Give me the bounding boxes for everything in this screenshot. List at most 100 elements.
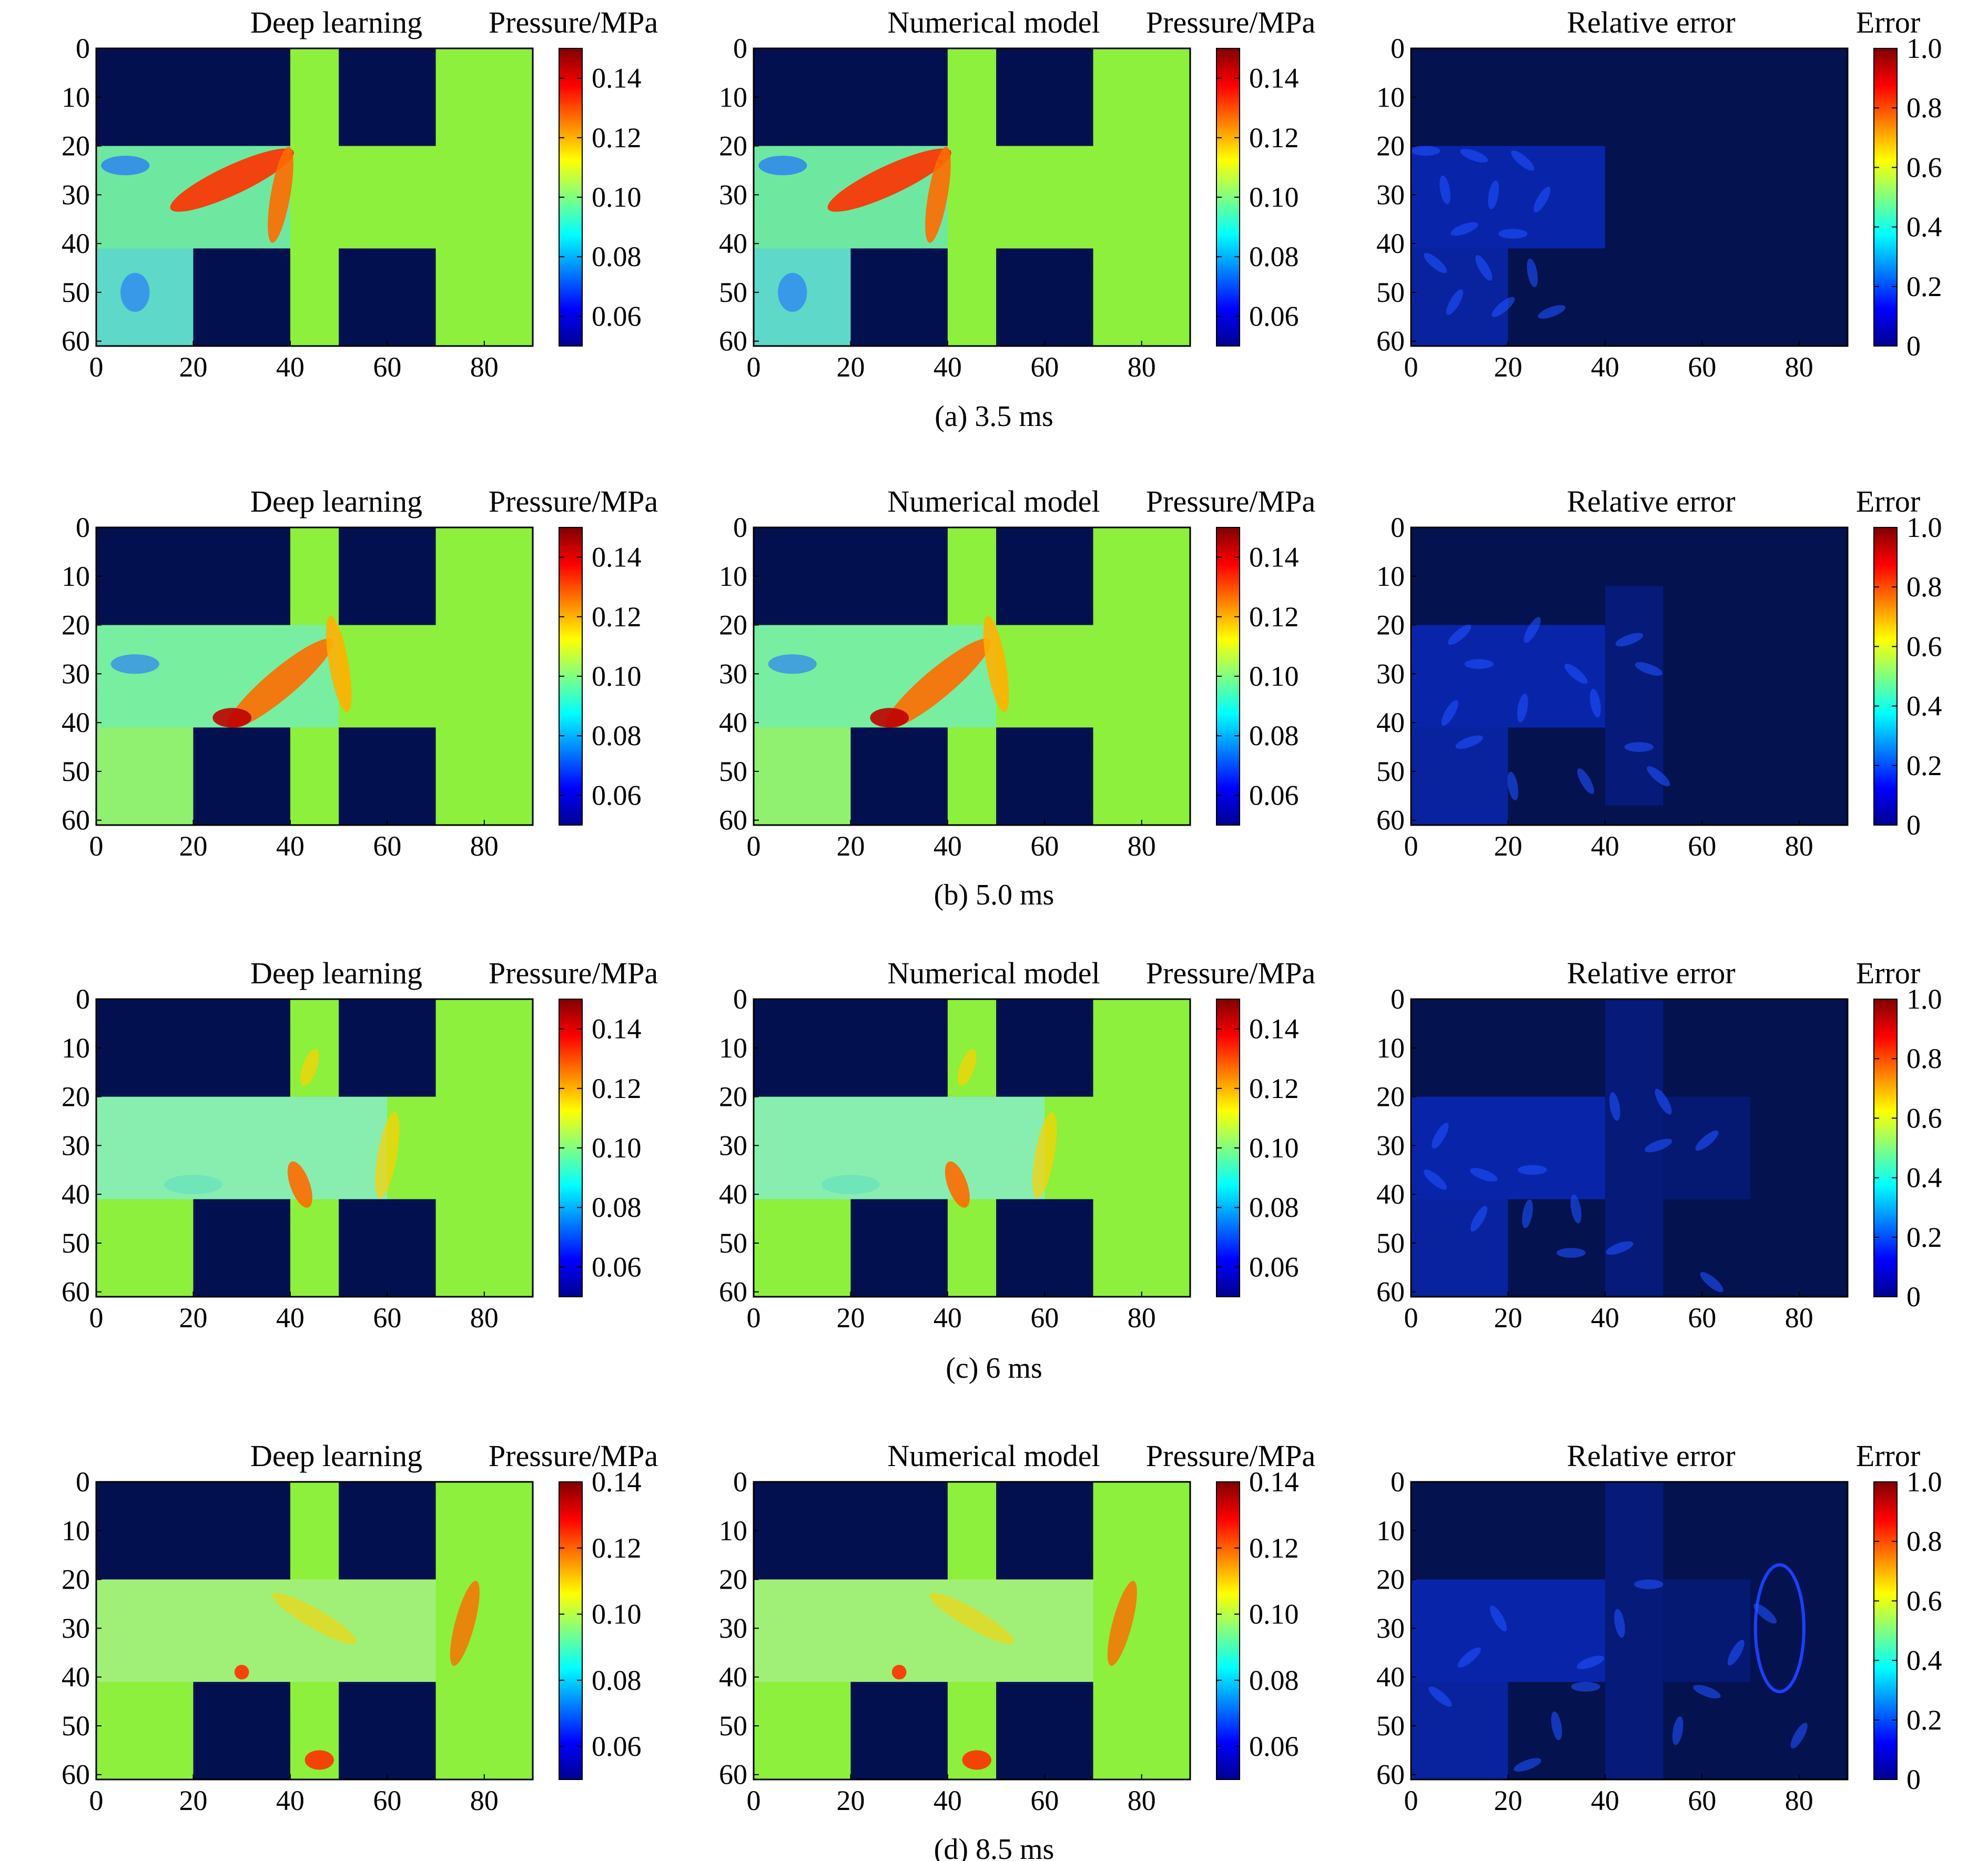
y-tick-label: 40 xyxy=(1376,228,1405,259)
low-pressure xyxy=(778,272,807,312)
y-tick-label: 30 xyxy=(62,1612,90,1644)
error-streak xyxy=(1527,258,1538,288)
x-tick-label: 40 xyxy=(934,1785,962,1816)
colorbar-label: Pressure/MPa xyxy=(1146,484,1315,518)
x-tick-label: 40 xyxy=(1591,351,1619,383)
obstacle-block xyxy=(96,48,290,146)
y-tick-label: 0 xyxy=(733,1466,747,1498)
error-region xyxy=(1663,1096,1751,1199)
x-tick-label: 40 xyxy=(1591,1302,1619,1334)
colorbar-tick-label: 0.10 xyxy=(1249,1132,1299,1164)
y-tick-label: 10 xyxy=(719,1032,747,1064)
error-streak xyxy=(1551,1711,1562,1741)
error-streak xyxy=(1647,766,1670,787)
x-tick-label: 0 xyxy=(89,351,104,383)
x-tick-label: 60 xyxy=(373,1302,401,1334)
x-tick-label: 20 xyxy=(836,351,865,383)
colorbar-tick-label: 0.8 xyxy=(1906,1043,1942,1074)
pressure-front xyxy=(1107,1581,1137,1666)
colorbar-tick-label: 0.14 xyxy=(1249,1466,1299,1498)
colorbar-label: Error xyxy=(1856,1439,1920,1473)
y-tick-label: 60 xyxy=(62,326,90,357)
colorbar-tick-label: 0.4 xyxy=(1906,1645,1942,1676)
error-region xyxy=(1663,1579,1751,1682)
x-tick-label: 80 xyxy=(1785,1785,1813,1816)
x-tick-label: 60 xyxy=(1030,351,1059,383)
error-streak xyxy=(1475,255,1493,281)
y-tick-label: 40 xyxy=(719,228,747,259)
x-tick-label: 20 xyxy=(179,1302,207,1334)
y-tick-label: 50 xyxy=(1376,1227,1405,1259)
x-tick-label: 60 xyxy=(1030,1785,1059,1816)
y-tick-label: 30 xyxy=(1376,658,1405,689)
error-streak xyxy=(1460,149,1488,162)
y-tick-label: 10 xyxy=(62,561,90,592)
panel-title: Numerical model xyxy=(887,956,1100,990)
x-tick-label: 20 xyxy=(836,830,865,862)
colorbar-tick-label: 0.10 xyxy=(592,181,642,213)
y-tick-label: 40 xyxy=(719,1178,747,1210)
y-tick-label: 50 xyxy=(62,277,90,308)
x-tick-label: 80 xyxy=(1128,830,1156,862)
y-tick-label: 0 xyxy=(76,983,90,1015)
y-tick-label: 50 xyxy=(1376,277,1405,308)
y-tick-label: 0 xyxy=(733,983,747,1015)
colorbar-tick-label: 0.06 xyxy=(592,300,642,332)
colorbar-tick-label: 0.4 xyxy=(1906,690,1942,722)
y-tick-label: 40 xyxy=(62,1661,90,1693)
panel-b-2: 0 20 40 60 80 0 10 20 30 40 50 60 Numerical model 0.0… xyxy=(719,484,1315,862)
colorbar xyxy=(1873,999,1898,1297)
colorbar-tick-label: 0.06 xyxy=(592,1731,642,1762)
panel-title: Deep learning xyxy=(250,956,422,990)
error-streak xyxy=(1534,187,1550,213)
colorbar xyxy=(1873,48,1898,347)
y-tick-label: 10 xyxy=(719,561,747,592)
colorbar-tick-label: 0.14 xyxy=(592,63,642,94)
pressure-front xyxy=(945,1161,970,1208)
y-tick-label: 40 xyxy=(62,228,90,259)
obstacle-block xyxy=(193,1682,290,1779)
error-streak xyxy=(1524,617,1541,643)
error-streak xyxy=(1672,1716,1683,1745)
error-streak xyxy=(1451,222,1478,236)
error-streak xyxy=(1470,1168,1498,1182)
plot-frame xyxy=(1410,47,1849,347)
colorbar-tick-label: 0.2 xyxy=(1906,750,1942,781)
error-streak xyxy=(1514,1758,1541,1772)
low-pressure xyxy=(164,1175,222,1195)
plot-frame xyxy=(753,998,1191,1298)
x-tick-label: 40 xyxy=(1591,1785,1619,1816)
x-tick-label: 60 xyxy=(1688,1302,1716,1334)
panel-d-3: 0 20 40 60 80 0 10 20 30 40 50 60 Relative error 0 0.2… xyxy=(1376,1439,1942,1816)
y-tick-label: 30 xyxy=(1376,1130,1405,1161)
y-tick-label: 0 xyxy=(733,33,747,64)
y-tick-label: 30 xyxy=(62,1130,90,1161)
y-tick-label: 30 xyxy=(1376,179,1405,210)
error-streak xyxy=(1590,688,1601,718)
colorbar-label: Error xyxy=(1856,956,1920,990)
panel-title: Deep learning xyxy=(250,5,422,39)
panel-title: Relative error xyxy=(1567,956,1735,990)
colorbar-tick-label: 0.06 xyxy=(1249,1731,1299,1762)
obstacle-block xyxy=(193,248,290,346)
y-tick-label: 20 xyxy=(62,130,90,162)
subplot-caption: (b) 5.0 ms xyxy=(934,879,1054,911)
error-streak xyxy=(1464,659,1494,669)
y-tick-label: 50 xyxy=(1376,756,1405,787)
x-tick-label: 20 xyxy=(1494,351,1522,383)
x-tick-label: 0 xyxy=(747,830,761,862)
field-region xyxy=(96,1096,388,1199)
error-streak xyxy=(1432,1123,1449,1149)
x-tick-label: 80 xyxy=(470,1302,499,1334)
x-tick-label: 0 xyxy=(1404,830,1418,862)
colorbar-tick-label: 0.6 xyxy=(1906,1585,1942,1616)
error-region xyxy=(1411,1199,1508,1297)
obstacle-block xyxy=(850,727,948,825)
colorbar-tick-label: 0.12 xyxy=(1249,1532,1299,1564)
panel-c-1: 0 20 40 60 80 0 10 20 30 40 50 60 Deep learning 0.06 0… xyxy=(62,956,658,1334)
colorbar-tick-label: 0.08 xyxy=(1249,1192,1299,1223)
colorbar-tick-label: 0.08 xyxy=(1249,241,1299,272)
x-tick-label: 80 xyxy=(1785,830,1813,862)
x-tick-label: 20 xyxy=(179,1785,207,1816)
